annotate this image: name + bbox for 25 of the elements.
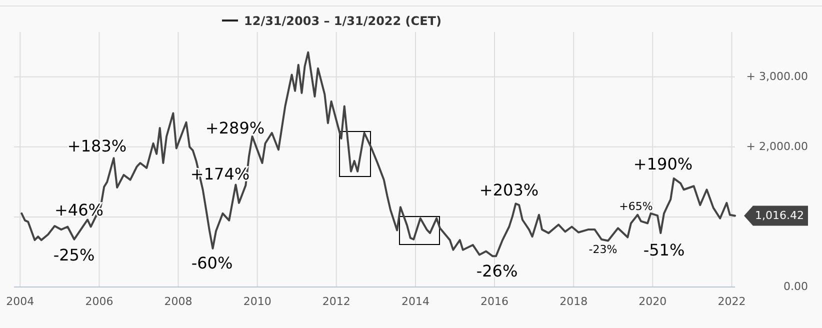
x-tick-label: 2016 [480,295,508,308]
y-tick-label: + 2,000.00 [746,140,808,153]
chart-subtitle: 12/31/2003 – 1/31/2022 (CET) [244,14,442,28]
x-tick-label: 2020 [638,295,667,308]
annotation: +65% [619,200,653,214]
x-tick-label: 2022 [718,295,746,308]
x-tick-label: 2004 [6,295,34,308]
x-tick-label: 2006 [85,295,114,308]
annotation: -23% [588,243,618,256]
annotation: +289% [205,118,265,138]
annotation: -60% [191,253,233,272]
annotation: -26% [476,261,518,280]
annotation: +183% [67,136,127,156]
x-tick-label: 2014 [401,295,430,308]
annotation: 1,016.42 [755,208,804,222]
annotation: +203% [479,180,539,200]
x-tick-label: 2018 [560,295,588,308]
annotation: -25% [53,245,95,264]
y-tick-label: + 3,000.00 [746,70,808,83]
x-tick-label: 2008 [164,295,192,308]
x-tick-label: 2010 [243,295,272,308]
annotation: -51% [643,240,685,260]
x-tick-label: 2012 [322,295,350,308]
y-tick-label: 0.00 [784,280,808,294]
annotation: +190% [633,154,693,174]
